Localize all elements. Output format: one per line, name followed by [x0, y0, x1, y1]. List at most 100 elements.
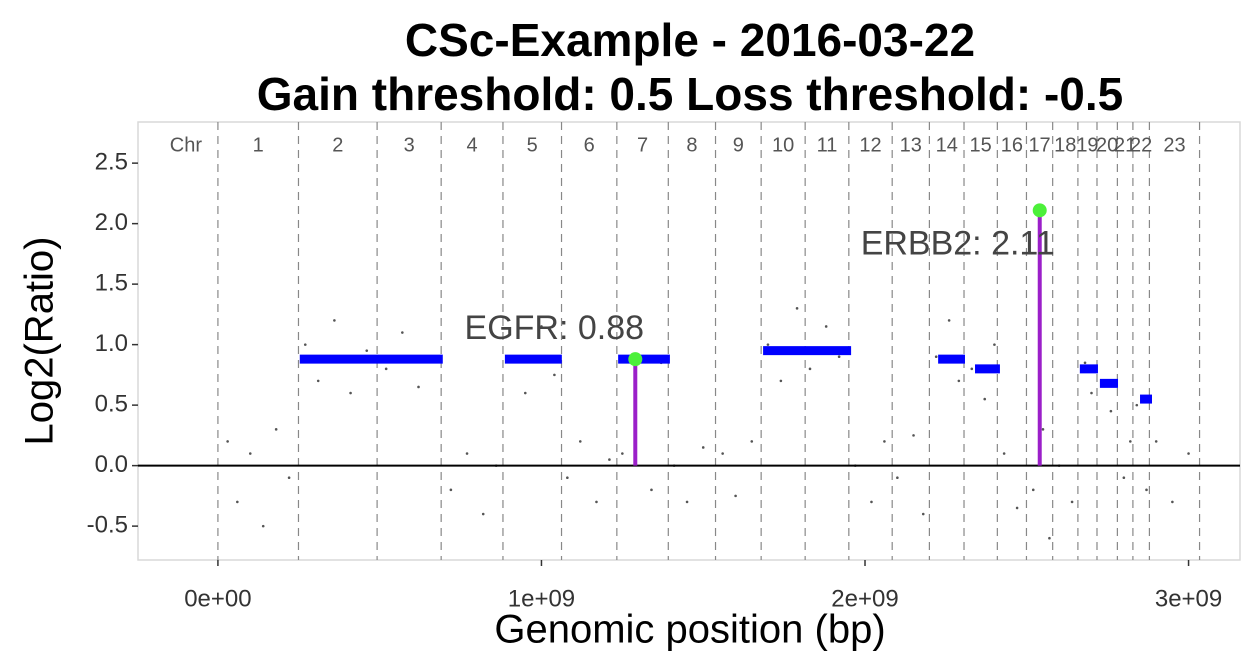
- data-point: [287, 476, 291, 480]
- data-point: [523, 391, 527, 395]
- y-tick-label: -0.5: [87, 511, 128, 538]
- chromosome-label: 5: [527, 134, 538, 156]
- x-tick-label: 0e+00: [184, 585, 251, 612]
- data-point: [1135, 403, 1139, 407]
- chromosome-label: 4: [466, 134, 477, 156]
- data-point: [837, 355, 841, 359]
- chromosome-label: 7: [637, 134, 648, 156]
- data-point: [1002, 452, 1006, 455]
- gene-label: ERBB2: 2.11: [861, 224, 1055, 262]
- data-point: [303, 343, 307, 346]
- chromosome-label: 14: [936, 134, 958, 156]
- chromosome-label: 2: [332, 134, 343, 156]
- data-point: [870, 500, 873, 504]
- data-point: [236, 500, 239, 504]
- data-point: [1031, 488, 1035, 492]
- data-point: [766, 343, 770, 346]
- chromosome-label: 1: [253, 134, 264, 156]
- data-point: [481, 512, 485, 516]
- data-point: [1090, 391, 1093, 395]
- chromosome-label: 22: [1130, 134, 1152, 156]
- data-point: [1187, 452, 1190, 455]
- data-point: [779, 379, 783, 383]
- y-axis-label: Log2(Ratio): [18, 236, 62, 445]
- chromosome-label: 12: [859, 134, 881, 156]
- data-point: [566, 476, 569, 480]
- data-point: [248, 452, 252, 455]
- data-point: [750, 440, 754, 443]
- chromosome-label: 9: [733, 134, 744, 156]
- data-point: [1122, 476, 1126, 480]
- chromosome-label: 21: [1114, 134, 1136, 156]
- data-point: [1171, 500, 1174, 504]
- data-point: [226, 440, 229, 443]
- chart-title: CSc-Example - 2016-03-22: [405, 14, 975, 66]
- data-point: [685, 500, 689, 504]
- chromosome-label: 6: [584, 134, 595, 156]
- data-point: [333, 319, 336, 322]
- data-point: [578, 440, 582, 443]
- data-point: [912, 434, 915, 437]
- chromosome-label: 13: [900, 134, 922, 156]
- chromosome-label: 11: [817, 134, 838, 156]
- chart-subtitle: Gain threshold: 0.5 Loss threshold: -0.5: [257, 68, 1123, 120]
- x-tick-label: 2e+09: [831, 585, 898, 612]
- data-point: [417, 385, 420, 389]
- data-point: [595, 500, 598, 504]
- chromosome-label: 16: [1001, 134, 1023, 156]
- data-point: [1015, 506, 1019, 510]
- chromosome-label: 10: [772, 134, 794, 156]
- x-tick-label: 1e+09: [508, 585, 575, 612]
- chromosome-label: 15: [970, 134, 992, 156]
- data-point: [824, 325, 828, 328]
- data-point: [795, 307, 799, 310]
- data-point: [316, 379, 320, 383]
- data-point: [896, 476, 899, 480]
- x-axis-label: Genomic position (bp): [494, 608, 885, 652]
- data-point: [449, 488, 453, 492]
- chromosome-label: 17: [1028, 134, 1050, 156]
- data-point: [349, 391, 352, 395]
- gene-point: [628, 352, 643, 367]
- y-tick-label: 2.0: [95, 209, 128, 236]
- data-point: [401, 331, 404, 334]
- chromosome-label: 3: [404, 134, 415, 156]
- data-point: [1070, 500, 1074, 504]
- x-tick-label: 3e+09: [1155, 585, 1222, 612]
- data-point: [1048, 536, 1051, 540]
- data-point: [993, 343, 996, 346]
- data-point: [1109, 409, 1113, 413]
- data-point: [1129, 440, 1132, 443]
- data-point: [947, 319, 951, 322]
- data-point: [465, 452, 469, 455]
- data-point: [883, 440, 886, 443]
- data-point: [934, 355, 938, 359]
- data-point: [553, 373, 556, 377]
- data-point: [1083, 361, 1087, 365]
- data-point: [808, 367, 812, 371]
- y-tick-label: 1.0: [95, 330, 128, 357]
- chromosome-label: 23: [1163, 134, 1185, 156]
- data-point: [921, 512, 925, 516]
- data-point: [365, 349, 369, 352]
- y-tick-label: 0.0: [95, 451, 128, 478]
- data-point: [261, 524, 265, 528]
- data-point: [1041, 428, 1045, 431]
- data-point: [621, 452, 624, 455]
- data-point: [957, 379, 961, 383]
- data-point: [274, 428, 278, 431]
- data-point: [1154, 440, 1158, 443]
- data-point: [608, 458, 611, 461]
- data-point: [540, 325, 543, 328]
- data-point: [983, 397, 987, 401]
- data-point: [970, 367, 974, 371]
- chromosome-header: Chr: [170, 134, 203, 156]
- data-point: [701, 446, 705, 449]
- chromosome-label: 8: [686, 134, 697, 156]
- gene-label: EGFR: 0.88: [465, 309, 645, 347]
- data-point: [384, 367, 388, 371]
- y-tick-label: 0.5: [95, 390, 128, 417]
- panel-border: [137, 121, 1241, 561]
